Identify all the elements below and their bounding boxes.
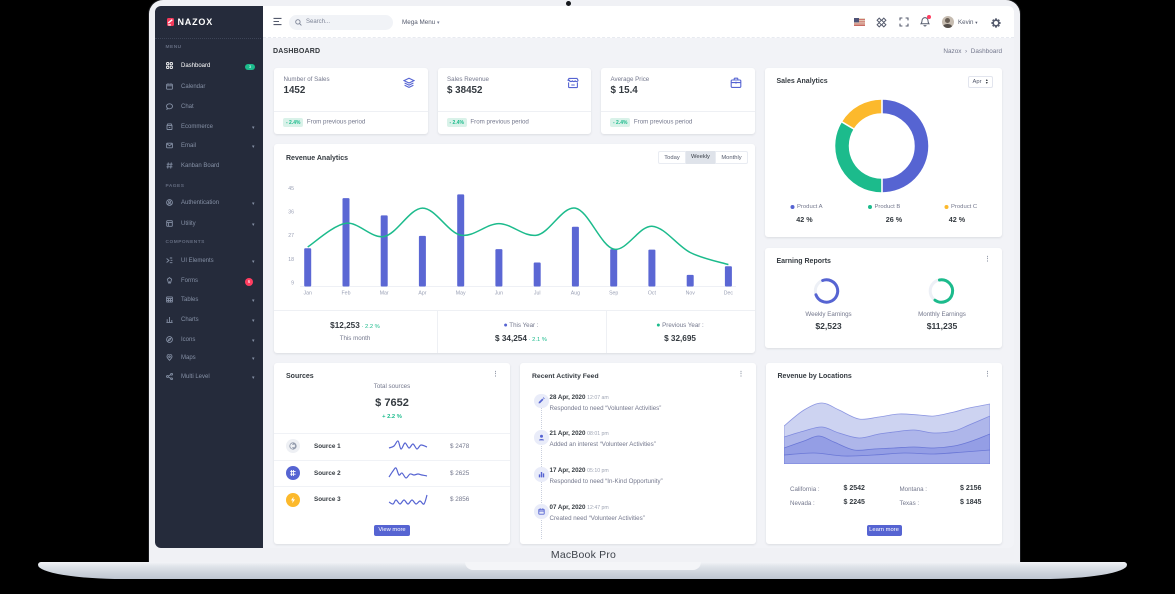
svg-text:27: 27 — [288, 233, 294, 239]
svg-text:Aug: Aug — [571, 290, 580, 296]
svg-text:45: 45 — [288, 185, 294, 191]
svg-text:Nov: Nov — [686, 290, 696, 296]
svg-text:Jul: Jul — [534, 290, 541, 296]
svg-text:May: May — [456, 290, 466, 296]
svg-text:Apr: Apr — [418, 290, 426, 296]
svg-text:9: 9 — [291, 280, 294, 286]
svg-text:36: 36 — [288, 209, 294, 215]
svg-text:Feb: Feb — [342, 290, 351, 296]
svg-text:Mar: Mar — [380, 290, 389, 296]
svg-text:Dec: Dec — [724, 290, 734, 296]
svg-text:Sep: Sep — [609, 290, 618, 296]
svg-text:Oct: Oct — [648, 290, 657, 296]
svg-text:Jan: Jan — [304, 290, 312, 296]
svg-text:Jun: Jun — [495, 290, 503, 296]
svg-text:18: 18 — [288, 256, 294, 262]
